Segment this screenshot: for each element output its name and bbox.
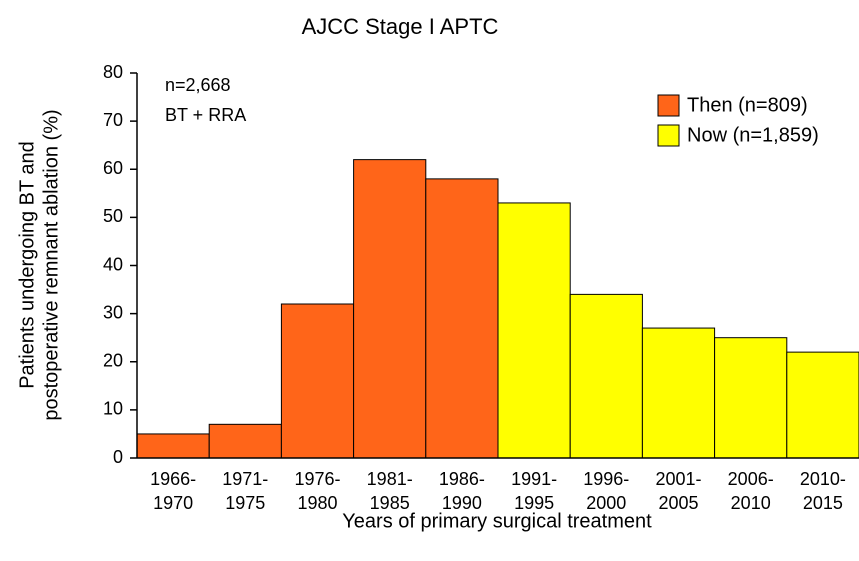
x-tick-label: 1976-: [294, 469, 340, 489]
x-tick-label: 1996-: [583, 469, 629, 489]
x-tick-label: 1995: [514, 493, 554, 513]
legend-swatch: [657, 124, 680, 147]
x-tick-label: 2000: [586, 493, 626, 513]
chart-title: AJCC Stage I APTC: [302, 14, 499, 39]
y-tick-label: 50: [103, 206, 123, 226]
bar: [353, 159, 427, 459]
bar: [136, 433, 210, 459]
y-axis-label: postoperative remnant ablation (%): [40, 109, 62, 420]
annotation: BT + RRA: [165, 105, 246, 125]
y-tick-label: 30: [103, 302, 123, 322]
x-tick-label: 2001-: [655, 469, 701, 489]
bar: [280, 303, 355, 459]
x-tick-label: 1981-: [367, 469, 413, 489]
x-tick-label: 2010: [731, 493, 771, 513]
bar: [497, 202, 571, 459]
y-tick-label: 20: [103, 351, 123, 371]
bar: [641, 327, 716, 459]
x-tick-label: 1986-: [439, 469, 485, 489]
x-tick-label: 2015: [803, 493, 843, 513]
x-tick-label: 1975: [225, 493, 265, 513]
x-tick-label: 2006-: [728, 469, 774, 489]
x-tick-label: 1985: [370, 493, 410, 513]
annotation: n=2,668: [165, 75, 231, 95]
legend-label: Now (n=1,859): [687, 124, 819, 146]
y-tick-label: 70: [103, 110, 123, 130]
bar: [569, 293, 643, 459]
x-tick-label: 1966-: [150, 469, 196, 489]
y-tick-label: 40: [103, 254, 123, 274]
y-tick-label: 10: [103, 399, 123, 419]
bar: [786, 351, 859, 459]
x-axis-label: Years of primary surgical treatment: [342, 510, 652, 532]
y-tick-label: 60: [103, 158, 123, 178]
x-tick-label: 2010-: [800, 469, 846, 489]
y-tick-label: 80: [103, 62, 123, 82]
x-tick-label: 1970: [153, 493, 193, 513]
y-tick-label: 0: [113, 447, 123, 467]
legend-label: Then (n=809): [687, 94, 808, 116]
x-tick-label: 1971-: [222, 469, 268, 489]
legend-swatch: [657, 94, 680, 117]
bar: [425, 178, 499, 459]
x-tick-label: 1991-: [511, 469, 557, 489]
y-axis-label: Patients undergoing BT and: [16, 141, 38, 389]
x-tick-label: 1990: [442, 493, 482, 513]
bar: [714, 337, 788, 459]
x-tick-label: 1980: [297, 493, 337, 513]
bar: [208, 423, 282, 459]
x-tick-label: 2005: [658, 493, 698, 513]
